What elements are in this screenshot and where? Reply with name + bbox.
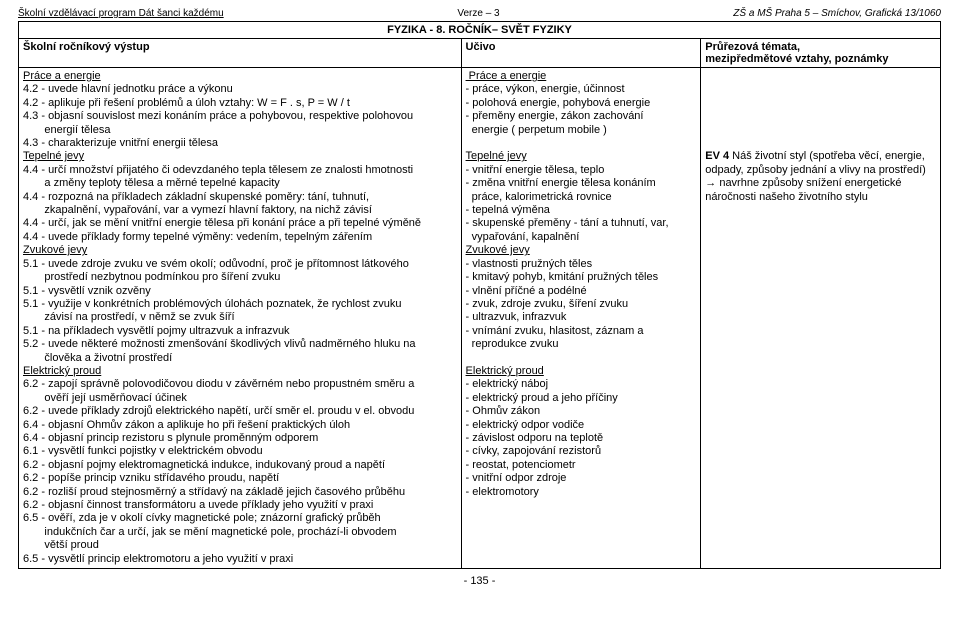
list-item: ověří její usměrňovací účinek bbox=[23, 392, 457, 405]
list-item: 6.2 - zapojí správně polovodičovou diodu… bbox=[23, 378, 457, 391]
list-item: 5.1 - využije v konkrétních problémových… bbox=[23, 298, 457, 311]
list-item: Tepelné jevy bbox=[466, 150, 697, 163]
list-item: 5.2 - uvede některé možnosti zmenšování … bbox=[23, 338, 457, 351]
list-item: EV 4 Náš životní styl (spotřeba věcí, en… bbox=[705, 150, 936, 204]
list-item: indukčních čar a určí, jak se mění magne… bbox=[23, 526, 457, 539]
list-item bbox=[705, 83, 936, 96]
list-item: 5.1 - vysvětlí vznik ozvěny bbox=[23, 285, 457, 298]
list-item bbox=[705, 70, 936, 83]
list-item: - reostat, potenciometr bbox=[466, 459, 697, 472]
outcomes-list: Práce a energie4.2 - uvede hlavní jednot… bbox=[23, 70, 457, 566]
list-item: - Ohmův zákon bbox=[466, 405, 697, 418]
list-item bbox=[705, 137, 936, 150]
list-item: Zvukové jevy bbox=[466, 244, 697, 257]
page-number: - 135 - bbox=[18, 575, 941, 587]
list-item: energií tělesa bbox=[23, 124, 457, 137]
list-item bbox=[705, 110, 936, 123]
list-item: - tepelná výměna bbox=[466, 204, 697, 217]
header-center: Verze – 3 bbox=[224, 8, 734, 19]
header-right: ZŠ a MŠ Praha 5 – Smíchov, Grafická 13/1… bbox=[733, 8, 941, 19]
list-item: člověka a životní prostředí bbox=[23, 352, 457, 365]
list-item: 4.4 - určí množství přijatého či odevzda… bbox=[23, 164, 457, 177]
list-item: - polohová energie, pohybová energie bbox=[466, 97, 697, 110]
list-item: - vlnění příčné a podélné bbox=[466, 285, 697, 298]
list-item: Tepelné jevy bbox=[23, 150, 457, 163]
list-item: 6.4 - objasní princip rezistoru s plynul… bbox=[23, 432, 457, 445]
col-header-2: Učivo bbox=[461, 39, 701, 68]
list-item bbox=[466, 137, 697, 150]
notes-cell: EV 4 Náš životní styl (spotřeba věcí, en… bbox=[701, 68, 941, 569]
content-cell: Práce a energie- práce, výkon, energie, … bbox=[461, 68, 701, 569]
notes-list: EV 4 Náš životní styl (spotřeba věcí, en… bbox=[705, 70, 936, 204]
list-item: 4.4 - rozpozná na příkladech základní sk… bbox=[23, 191, 457, 204]
list-item: - ultrazvuk, infrazvuk bbox=[466, 311, 697, 324]
list-item: 4.4 - uvede příklady formy tepelné výměn… bbox=[23, 231, 457, 244]
list-item: 6.5 - vysvětlí princip elektromotoru a j… bbox=[23, 553, 457, 566]
list-item: 4.2 - aplikuje při řešení problémů a úlo… bbox=[23, 97, 457, 110]
list-item: - cívky, zapojování rezistorů bbox=[466, 445, 697, 458]
list-item: - vnitřní energie tělesa, teplo bbox=[466, 164, 697, 177]
table-body-row: Práce a energie4.2 - uvede hlavní jednot… bbox=[19, 68, 941, 569]
list-item: zkapalnění, vypařování, var a vymezí hla… bbox=[23, 204, 457, 217]
list-item: 5.1 - na příkladech vysvětlí pojmy ultra… bbox=[23, 325, 457, 338]
table-title-row: FYZIKA - 8. ROČNÍK– SVĚT FYZIKY bbox=[19, 22, 941, 39]
list-item: - práce, výkon, energie, účinnost bbox=[466, 83, 697, 96]
list-item: - kmitavý pohyb, kmitání pružných těles bbox=[466, 271, 697, 284]
list-item: větší proud bbox=[23, 539, 457, 552]
list-item: 5.1 - uvede zdroje zvuku ve svém okolí; … bbox=[23, 258, 457, 271]
list-item: 6.5 - ověří, zda je v okolí cívky magnet… bbox=[23, 512, 457, 525]
list-item: - elektrický odpor vodiče bbox=[466, 419, 697, 432]
list-item: 6.2 - rozliší proud stejnosměrný a stříd… bbox=[23, 486, 457, 499]
table-header-row: Školní ročníkový výstup Učivo Průřezová … bbox=[19, 39, 941, 68]
doc-header: Školní vzdělávací program Dát šanci každ… bbox=[18, 8, 941, 19]
list-item: 6.2 - popíše princip vzniku střídavého p… bbox=[23, 472, 457, 485]
list-item: reprodukce zvuku bbox=[466, 338, 697, 351]
list-item: - elektromotory bbox=[466, 486, 697, 499]
list-item: 6.1 - vysvětlí funkci pojistky v elektri… bbox=[23, 445, 457, 458]
list-item: - změna vnitřní energie tělesa konáním bbox=[466, 177, 697, 190]
list-item: - elektrický proud a jeho příčiny bbox=[466, 392, 697, 405]
list-item: vypařování, kapalnění bbox=[466, 231, 697, 244]
list-item: Elektrický proud bbox=[23, 365, 457, 378]
list-item: - vnitřní odpor zdroje bbox=[466, 472, 697, 485]
list-item: energie ( perpetum mobile ) bbox=[466, 124, 697, 137]
table-title: FYZIKA - 8. ROČNÍK– SVĚT FYZIKY bbox=[19, 22, 941, 39]
list-item: - elektrický náboj bbox=[466, 378, 697, 391]
list-item: - závislost odporu na teplotě bbox=[466, 432, 697, 445]
list-item bbox=[466, 352, 697, 365]
col-header-3-line1: Průřezová témata, bbox=[705, 41, 800, 53]
list-item: - skupenské přeměny - tání a tuhnutí, va… bbox=[466, 217, 697, 230]
content-list: Práce a energie- práce, výkon, energie, … bbox=[466, 70, 697, 499]
list-item: 6.2 - objasní činnost transformátoru a u… bbox=[23, 499, 457, 512]
list-item: 4.4 - určí, jak se mění vnitřní energie … bbox=[23, 217, 457, 230]
list-item: a změny teploty tělesa a měrné tepelné k… bbox=[23, 177, 457, 190]
list-item bbox=[705, 97, 936, 110]
list-item: Zvukové jevy bbox=[23, 244, 457, 257]
list-item: Práce a energie bbox=[23, 70, 457, 83]
col-header-1: Školní ročníkový výstup bbox=[19, 39, 462, 68]
list-item: 6.2 - objasní pojmy elektromagnetická in… bbox=[23, 459, 457, 472]
header-left: Školní vzdělávací program Dát šanci každ… bbox=[18, 8, 224, 19]
list-item: 4.3 - charakterizuje vnitřní energii těl… bbox=[23, 137, 457, 150]
list-item: Elektrický proud bbox=[466, 365, 697, 378]
list-item bbox=[705, 124, 936, 137]
list-item: 4.3 - objasní souvislost mezi konáním pr… bbox=[23, 110, 457, 123]
list-item: Práce a energie bbox=[466, 70, 697, 83]
list-item: 6.4 - objasní Ohmův zákon a aplikuje ho … bbox=[23, 419, 457, 432]
list-item: 6.2 - uvede příklady zdrojů elektrického… bbox=[23, 405, 457, 418]
list-item: - přeměny energie, zákon zachování bbox=[466, 110, 697, 123]
list-item: závisí na prostředí, v němž se zvuk šíří bbox=[23, 311, 457, 324]
list-item: - zvuk, zdroje zvuku, šíření zvuku bbox=[466, 298, 697, 311]
list-item: prostředí nezbytnou podmínkou pro šíření… bbox=[23, 271, 457, 284]
curriculum-table: FYZIKA - 8. ROČNÍK– SVĚT FYZIKY Školní r… bbox=[18, 21, 941, 569]
outcomes-cell: Práce a energie4.2 - uvede hlavní jednot… bbox=[19, 68, 462, 569]
col-header-3: Průřezová témata, mezipředmětové vztahy,… bbox=[701, 39, 941, 68]
list-item: 4.2 - uvede hlavní jednotku práce a výko… bbox=[23, 83, 457, 96]
list-item: - vlastnosti pružných těles bbox=[466, 258, 697, 271]
list-item: - vnímání zvuku, hlasitost, záznam a bbox=[466, 325, 697, 338]
col-header-3-line2: mezipředmětové vztahy, poznámky bbox=[705, 53, 888, 65]
list-item: práce, kalorimetrická rovnice bbox=[466, 191, 697, 204]
